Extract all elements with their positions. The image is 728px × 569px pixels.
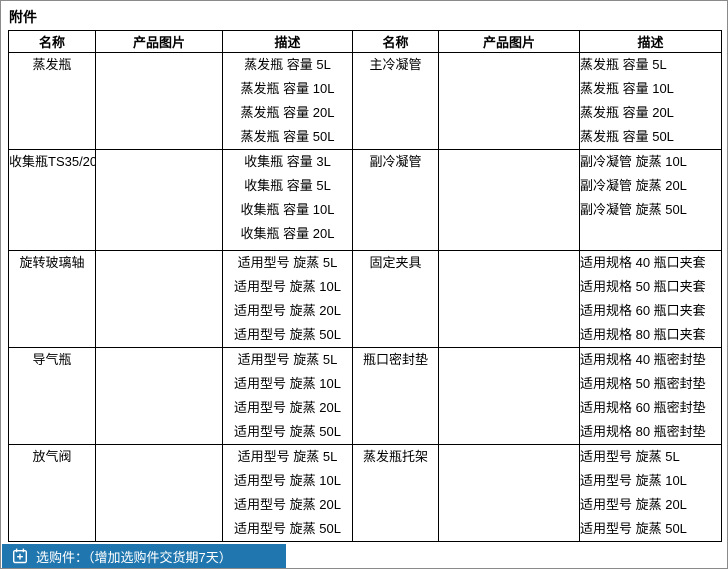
description-line: 收集瓶 容量 20L	[240, 226, 335, 241]
product-name-cell: 蒸发瓶托架	[352, 444, 439, 542]
table-row: 收集瓶TS35/20 收集瓶 容量 3L 收集瓶 容量 5L 收集瓶 容量 10L 收集…	[8, 149, 722, 251]
description-line: 适用型号 旋蒸 5L	[237, 352, 338, 367]
optional-parts-label: 选购件：（增加选购件交货期7天）	[36, 549, 232, 565]
description-line: 适用型号 旋蒸 10L	[234, 279, 341, 294]
accessories-table: 名称 产品图片 描述 名称 产品图片 描述 蒸发瓶 蒸发瓶 容量 5L 蒸发瓶 容量 10L 蒸…	[8, 30, 722, 542]
column-header: 产品图片	[438, 30, 580, 53]
description-cell: 适用规格 40 瓶密封垫 适用规格 50 瓶密封垫 适用规格 60 瓶密封垫 适用规格…	[579, 347, 722, 445]
description-line: 副冷凝管 旋蒸 20L	[580, 178, 687, 193]
description-line: 适用型号 旋蒸 50L	[580, 521, 687, 536]
optional-parts-bar: 选购件：（增加选购件交货期7天）	[2, 544, 286, 568]
description-line: 蒸发瓶 容量 10L	[240, 81, 335, 96]
column-header: 名称	[8, 30, 96, 53]
column-header: 产品图片	[95, 30, 223, 53]
description-line: 适用型号 旋蒸 5L	[580, 449, 680, 464]
product-image-cell	[438, 444, 580, 542]
product-image-cell	[95, 444, 223, 542]
table-row: 导气瓶 适用型号 旋蒸 5L 适用型号 旋蒸 10L 适用型号 旋蒸 20L 适用型号 …	[8, 347, 722, 445]
description-line: 适用型号 旋蒸 10L	[234, 473, 341, 488]
page-title: 附件	[9, 9, 37, 25]
description-cell: 收集瓶 容量 3L 收集瓶 容量 5L 收集瓶 容量 10L 收集瓶 容量 20L	[222, 149, 353, 251]
description-line: 适用规格 40 瓶密封垫	[580, 352, 706, 367]
product-image-cell	[438, 149, 580, 251]
description-line: 蒸发瓶 容量 50L	[580, 129, 674, 144]
product-image-cell	[438, 347, 580, 445]
product-image-cell	[95, 347, 223, 445]
description-line: 适用规格 40 瓶口夹套	[580, 255, 706, 270]
description-line: 适用型号 旋蒸 50L	[234, 424, 341, 439]
product-name-cell: 瓶口密封垫	[352, 347, 439, 445]
product-name-cell: 收集瓶TS35/20	[8, 149, 96, 251]
description-line: 适用型号 旋蒸 50L	[234, 521, 341, 536]
description-cell: 适用型号 旋蒸 5L 适用型号 旋蒸 10L 适用型号 旋蒸 20L 适用型号 旋蒸 …	[579, 444, 722, 542]
description-line: 适用型号 旋蒸 20L	[234, 303, 341, 318]
product-image-cell	[438, 250, 580, 348]
description-line: 适用型号 旋蒸 5L	[237, 255, 338, 270]
column-header: 描述	[579, 30, 722, 53]
description-line: 适用型号 旋蒸 50L	[234, 327, 341, 342]
description-line: 蒸发瓶 容量 5L	[580, 57, 667, 72]
description-line: 蒸发瓶 容量 5L	[244, 57, 331, 72]
description-cell: 蒸发瓶 容量 5L 蒸发瓶 容量 10L 蒸发瓶 容量 20L 蒸发瓶 容量 50L	[579, 52, 722, 150]
description-line: 适用规格 50 瓶口夹套	[580, 279, 706, 294]
description-line: 适用型号 旋蒸 10L	[580, 473, 687, 488]
description-line: 适用型号 旋蒸 10L	[234, 376, 341, 391]
product-name-cell: 副冷凝管	[352, 149, 439, 251]
description-cell: 适用型号 旋蒸 5L 适用型号 旋蒸 10L 适用型号 旋蒸 20L 适用型号 旋蒸 …	[222, 444, 353, 542]
description-line: 适用规格 60 瓶密封垫	[580, 400, 706, 415]
description-line: 蒸发瓶 容量 20L	[580, 105, 674, 120]
description-line: 适用型号 旋蒸 5L	[237, 449, 338, 464]
product-name-cell: 蒸发瓶	[8, 52, 96, 150]
description-cell: 适用规格 40 瓶口夹套 适用规格 50 瓶口夹套 适用规格 60 瓶口夹套 适用规格…	[579, 250, 722, 348]
description-line: 适用规格 50 瓶密封垫	[580, 376, 706, 391]
product-image-cell	[438, 52, 580, 150]
table-row: 旋转玻璃轴 适用型号 旋蒸 5L 适用型号 旋蒸 10L 适用型号 旋蒸 20L 适用型…	[8, 250, 722, 348]
description-line: 适用型号 旋蒸 20L	[234, 497, 341, 512]
description-line: 蒸发瓶 容量 50L	[240, 129, 335, 144]
calendar-plus-icon	[12, 548, 28, 564]
product-name-cell: 旋转玻璃轴	[8, 250, 96, 348]
product-image-cell	[95, 250, 223, 348]
description-cell: 适用型号 旋蒸 5L 适用型号 旋蒸 10L 适用型号 旋蒸 20L 适用型号 旋蒸 …	[222, 347, 353, 445]
product-name-cell: 导气瓶	[8, 347, 96, 445]
description-line: 蒸发瓶 容量 20L	[240, 105, 335, 120]
description-line: 蒸发瓶 容量 10L	[580, 81, 674, 96]
product-name-cell: 固定夹具	[352, 250, 439, 348]
description-line: 收集瓶 容量 3L	[244, 154, 331, 169]
description-cell: 蒸发瓶 容量 5L 蒸发瓶 容量 10L 蒸发瓶 容量 20L 蒸发瓶 容量 50L	[222, 52, 353, 150]
description-line: 收集瓶 容量 5L	[244, 178, 331, 193]
product-name-cell: 放气阀	[8, 444, 96, 542]
product-image-cell	[95, 149, 223, 251]
table-row: 蒸发瓶 蒸发瓶 容量 5L 蒸发瓶 容量 10L 蒸发瓶 容量 20L 蒸发瓶 容量 5…	[8, 52, 722, 150]
table-header-row: 名称 产品图片 描述 名称 产品图片 描述	[8, 30, 722, 53]
description-line: 适用规格 60 瓶口夹套	[580, 303, 706, 318]
product-name-cell: 主冷凝管	[352, 52, 439, 150]
description-line: 副冷凝管 旋蒸 50L	[580, 202, 687, 217]
column-header: 描述	[222, 30, 353, 53]
description-line: 收集瓶 容量 10L	[240, 202, 335, 217]
description-cell: 副冷凝管 旋蒸 10L 副冷凝管 旋蒸 20L 副冷凝管 旋蒸 50L	[579, 149, 722, 251]
product-image-cell	[95, 52, 223, 150]
description-line: 适用型号 旋蒸 20L	[580, 497, 687, 512]
description-line: 副冷凝管 旋蒸 10L	[580, 154, 687, 169]
description-line: 适用规格 80 瓶密封垫	[580, 424, 706, 439]
description-line: 适用规格 80 瓶口夹套	[580, 327, 706, 342]
description-cell: 适用型号 旋蒸 5L 适用型号 旋蒸 10L 适用型号 旋蒸 20L 适用型号 旋蒸 …	[222, 250, 353, 348]
column-header: 名称	[352, 30, 439, 53]
description-line: 适用型号 旋蒸 20L	[234, 400, 341, 415]
table-row: 放气阀 适用型号 旋蒸 5L 适用型号 旋蒸 10L 适用型号 旋蒸 20L 适用型号 …	[8, 444, 722, 542]
